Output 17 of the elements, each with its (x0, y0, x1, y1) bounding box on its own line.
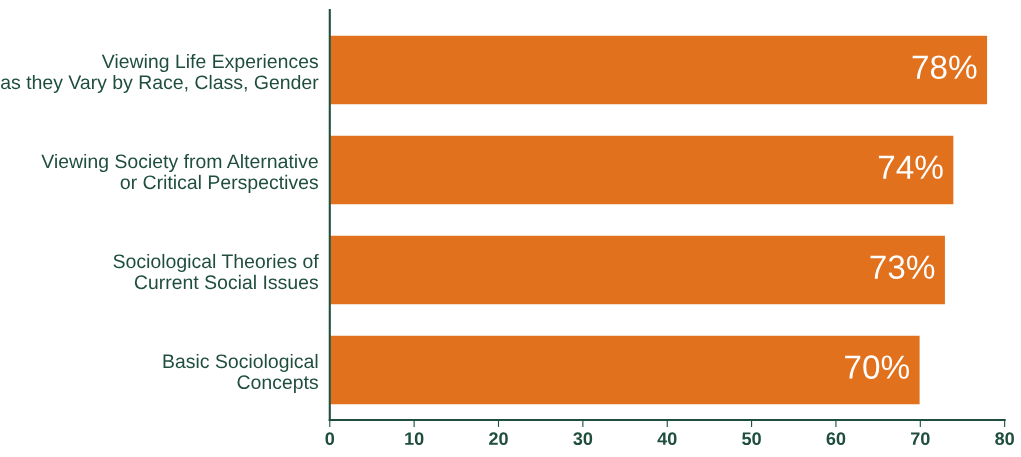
data-label: 78% (912, 55, 977, 79)
x-tick-label: 80 (995, 432, 1014, 446)
x-tick-label: 40 (657, 432, 677, 446)
y-tick-label: Viewing Society from Alternative or Critical Perspectives (41, 153, 318, 193)
x-tick-label: 70 (911, 432, 930, 446)
y-tick-label: Sociological Theories of Current Social Issues (113, 253, 319, 290)
x-tick-label: 50 (742, 432, 761, 446)
y-tick-label: Viewing Life Experiences as they Vary by Race, Class, Gender (1, 53, 319, 94)
data-label: 70% (845, 355, 909, 379)
x-tick-label: 20 (489, 432, 508, 446)
x-tick-label: 0 (325, 432, 335, 446)
y-tick-label: Basic Sociological Concepts (163, 353, 318, 393)
x-tick-label: 30 (573, 432, 593, 446)
data-label: 74% (878, 155, 943, 179)
x-tick-label: 10 (405, 432, 424, 446)
data-label: 73% (870, 255, 935, 279)
x-tick-label: 60 (826, 432, 846, 446)
